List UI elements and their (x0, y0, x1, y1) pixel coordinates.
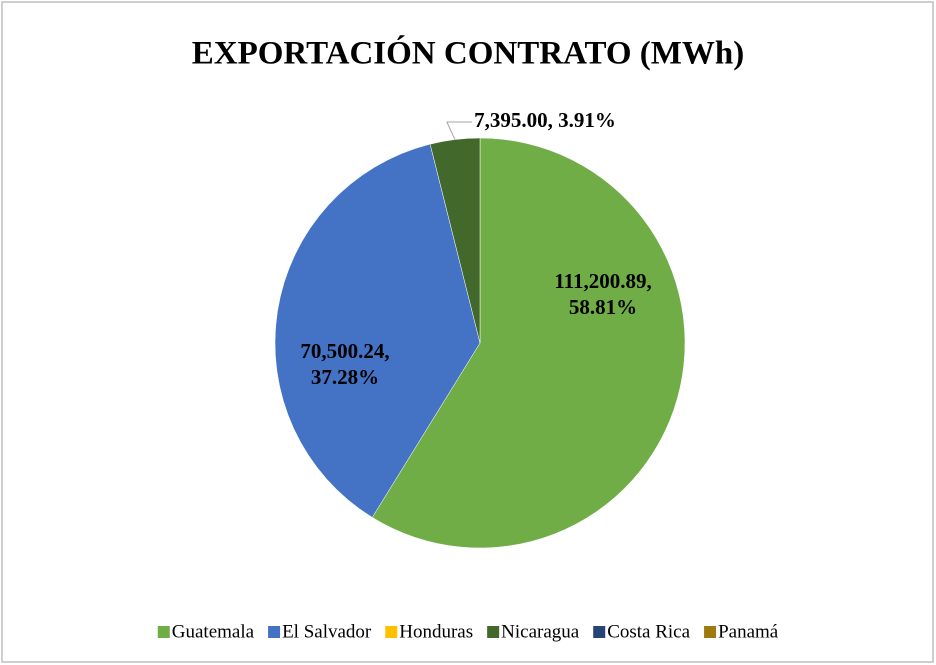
leader-line (446, 121, 473, 140)
legend-label: Nicaragua (501, 621, 580, 642)
legend-label: El Salvador (282, 621, 372, 642)
legend-swatch (385, 626, 398, 638)
legend-swatch (704, 626, 717, 638)
legend-label: Guatemala (172, 621, 255, 642)
legend-label: Costa Rica (607, 621, 690, 642)
legend-swatch (157, 626, 170, 638)
data-label: 70,500.24, 37.28% (300, 339, 389, 389)
pie-slice (429, 137, 481, 344)
data-label: 111,200.89, 58.81% (554, 269, 651, 319)
chart-title: EXPORTACIÓN CONTRATO (MWh) (192, 34, 745, 72)
pie-slice (274, 143, 481, 518)
legend-swatch (593, 626, 606, 638)
data-label: 7,395.00, 3.91% (474, 108, 616, 132)
pie-slice (371, 137, 686, 549)
legend-label: Panamá (718, 621, 779, 642)
legend-label: Honduras (399, 621, 473, 642)
legend-swatch (268, 626, 281, 638)
legend-swatch (487, 626, 500, 638)
